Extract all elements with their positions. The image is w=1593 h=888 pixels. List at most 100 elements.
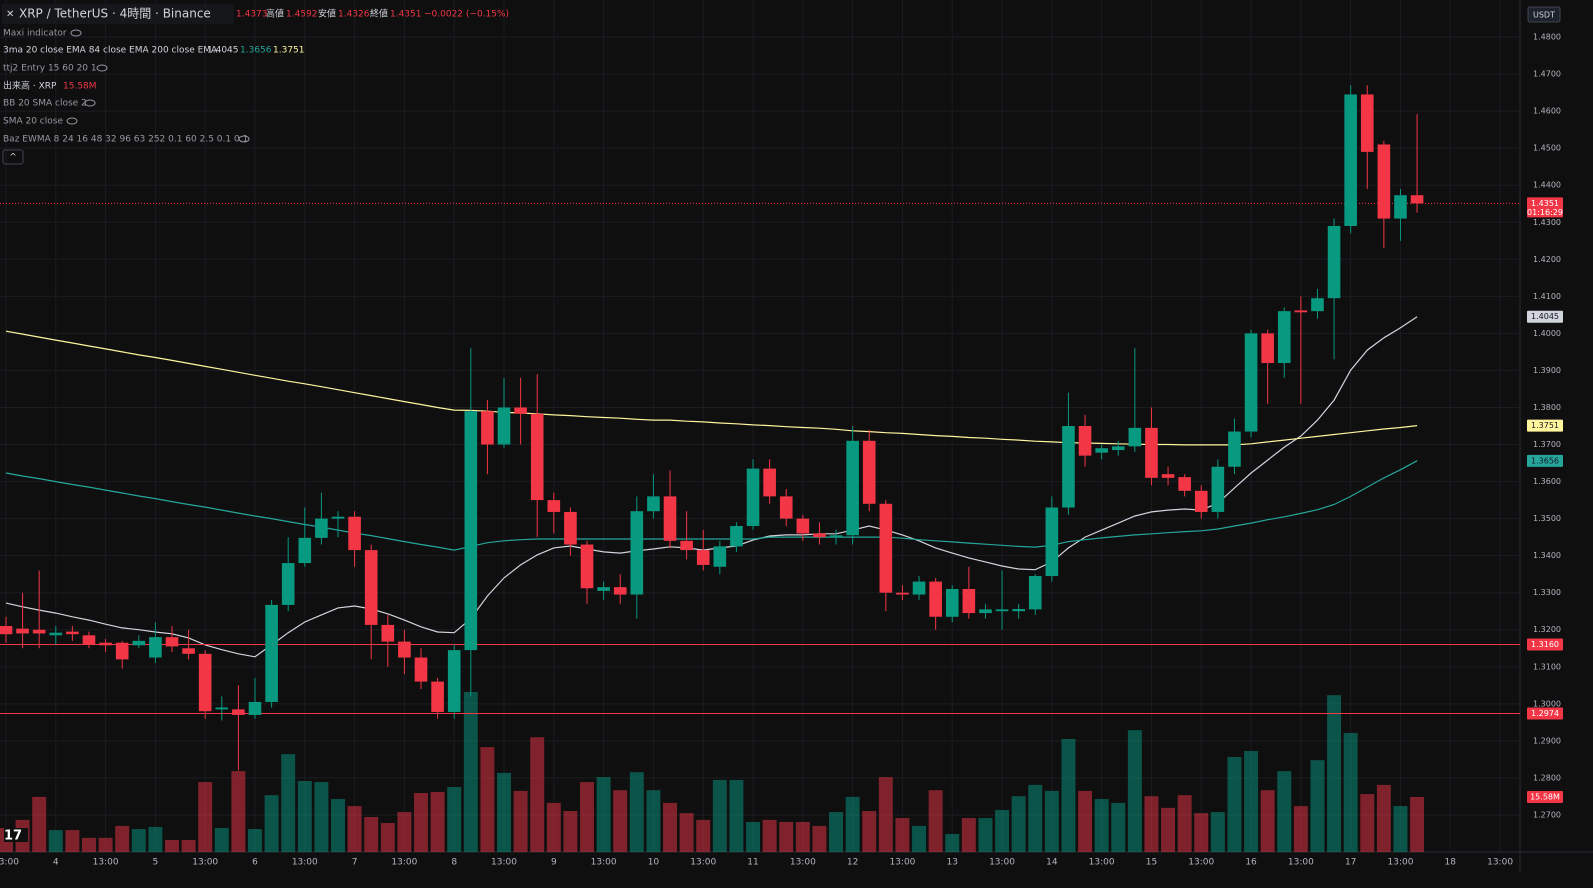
candle-body bbox=[66, 631, 79, 635]
ma-line bbox=[5, 330, 1418, 446]
visibility-icon[interactable] bbox=[70, 29, 82, 37]
candle-body bbox=[746, 468, 760, 527]
candle-body bbox=[149, 637, 162, 658]
volume-bar bbox=[1376, 784, 1391, 852]
y-tick-label: 1.4700 bbox=[1533, 70, 1561, 79]
ohlc-label: 安値 bbox=[318, 8, 336, 20]
x-tick-label: 14 bbox=[1046, 858, 1058, 868]
volume-bar bbox=[596, 777, 611, 852]
volume-bar bbox=[1410, 796, 1425, 852]
candle-body bbox=[82, 635, 96, 645]
indicator-legend: Maxi indicator bbox=[3, 29, 67, 39]
candle-body bbox=[298, 537, 312, 564]
candle-body bbox=[99, 642, 112, 646]
y-tick-label: 1.4600 bbox=[1533, 107, 1561, 116]
candle-body bbox=[16, 628, 29, 634]
ma-label: 1.3751 bbox=[1531, 421, 1559, 430]
candle-body bbox=[1311, 298, 1324, 312]
candle-body bbox=[663, 496, 677, 541]
hline-tag bbox=[1527, 638, 1563, 651]
volume-bar bbox=[961, 818, 976, 852]
volume-bar bbox=[1078, 790, 1093, 852]
volume-bar bbox=[297, 781, 312, 852]
candle-body bbox=[647, 496, 660, 512]
volume-bar bbox=[762, 819, 777, 852]
candle-body bbox=[198, 653, 212, 712]
volume-bar bbox=[945, 833, 960, 852]
y-tick-label: 1.4200 bbox=[1533, 255, 1561, 264]
x-tick-label: 13:00 bbox=[1089, 858, 1115, 868]
volume-bar bbox=[746, 821, 760, 852]
volume-bar bbox=[912, 825, 927, 852]
y-tick-label: 1.3100 bbox=[1533, 662, 1561, 671]
x-tick-label: 18 bbox=[1445, 858, 1457, 868]
candle-body bbox=[1028, 576, 1042, 610]
ma-tag bbox=[1527, 310, 1563, 323]
y-tick-label: 1.2800 bbox=[1533, 773, 1561, 782]
candle-body bbox=[713, 546, 727, 567]
volume-bar bbox=[98, 837, 113, 852]
volume-bar bbox=[32, 796, 47, 852]
currency-button[interactable] bbox=[1527, 6, 1561, 23]
ma-line bbox=[5, 460, 1418, 551]
candle-body bbox=[564, 511, 577, 545]
candle-body bbox=[696, 550, 710, 565]
volume-bar bbox=[1127, 730, 1142, 852]
candle-body bbox=[530, 413, 544, 501]
last-price-label: 1.4351 bbox=[1531, 199, 1559, 208]
x-tick-label: 13:00 bbox=[0, 858, 19, 868]
volume-bar bbox=[1360, 794, 1375, 852]
volume-bar bbox=[414, 793, 428, 852]
candle-body bbox=[1261, 333, 1274, 364]
volume-legend-value: 15.58M bbox=[63, 82, 97, 92]
ohlc-close: 1.4351 bbox=[390, 10, 422, 20]
candle-body bbox=[281, 563, 295, 605]
volume-bar bbox=[397, 812, 412, 852]
ma-label: 1.4045 bbox=[1531, 312, 1559, 321]
candle-body bbox=[1211, 466, 1225, 512]
candle-body bbox=[464, 411, 478, 651]
volume-bar bbox=[331, 799, 345, 852]
y-tick-label: 1.3000 bbox=[1533, 699, 1561, 708]
volume-bar bbox=[1044, 790, 1059, 852]
x-tick-label: 7 bbox=[352, 858, 358, 868]
x-tick-label: 13:00 bbox=[790, 858, 816, 868]
ohlc-change: −0.0022 (−0.15%) bbox=[424, 10, 509, 20]
symbol-box[interactable] bbox=[2, 4, 234, 24]
volume-bar bbox=[779, 821, 794, 852]
x-tick-label: 13:00 bbox=[1487, 858, 1513, 868]
candle-body bbox=[398, 641, 411, 658]
candle-body bbox=[1194, 490, 1208, 512]
ohlc-high: 1.4592 bbox=[286, 10, 318, 20]
volume-bar bbox=[148, 826, 163, 852]
candle-body bbox=[829, 535, 843, 538]
y-tick-label: 1.3800 bbox=[1533, 403, 1561, 412]
candle-body bbox=[1128, 427, 1142, 447]
volume-bar bbox=[712, 779, 727, 852]
candle-body bbox=[547, 500, 561, 512]
volume-bar bbox=[1011, 796, 1026, 852]
indicator-value: 1.3656 bbox=[240, 46, 272, 56]
volume-bar bbox=[1194, 813, 1209, 852]
visibility-icon[interactable] bbox=[84, 99, 96, 107]
candle-body bbox=[680, 540, 693, 551]
visibility-icon[interactable] bbox=[96, 64, 108, 72]
visibility-icon[interactable] bbox=[238, 135, 250, 143]
candle-body bbox=[348, 516, 361, 551]
collapse-button[interactable] bbox=[2, 149, 24, 165]
volume-bar bbox=[1244, 750, 1259, 852]
x-tick-label: 16 bbox=[1245, 858, 1257, 868]
close-icon[interactable]: ✕ bbox=[6, 9, 14, 20]
visibility-icon[interactable] bbox=[66, 117, 78, 125]
x-tick-label: 8 bbox=[451, 858, 457, 868]
volume-bar bbox=[181, 839, 196, 852]
volume-bar bbox=[978, 818, 993, 852]
candle-body bbox=[431, 681, 444, 712]
candle-body bbox=[1161, 474, 1175, 478]
candle-body bbox=[315, 518, 328, 538]
volume-bar bbox=[613, 790, 628, 852]
candle-body bbox=[896, 592, 909, 595]
volume-bar bbox=[663, 802, 677, 852]
indicator-value: 1.4045 bbox=[207, 46, 239, 56]
ma-tag bbox=[1527, 454, 1563, 467]
